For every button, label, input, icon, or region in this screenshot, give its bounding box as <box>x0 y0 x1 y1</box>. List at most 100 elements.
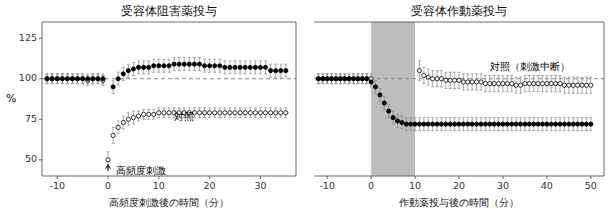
error-bar <box>550 118 553 131</box>
x-tick <box>590 176 591 179</box>
error-bar <box>581 77 584 93</box>
point <box>474 80 478 84</box>
error-bar <box>203 59 206 72</box>
markers <box>45 77 288 162</box>
point <box>338 77 342 81</box>
error-bar <box>117 121 120 134</box>
point <box>536 82 540 86</box>
error-bar <box>589 118 592 131</box>
point <box>417 69 421 73</box>
point <box>248 111 252 115</box>
point <box>121 120 125 124</box>
point <box>172 62 176 66</box>
point <box>126 69 130 73</box>
point <box>321 77 325 81</box>
point <box>157 111 161 115</box>
right-spine <box>296 22 297 176</box>
error-bars <box>317 74 592 131</box>
error-bar <box>339 74 342 84</box>
point <box>536 122 540 126</box>
point <box>356 77 360 81</box>
point <box>558 122 562 126</box>
error-bar <box>497 75 500 91</box>
point <box>540 122 544 126</box>
error-bar <box>343 74 346 84</box>
error-bar <box>348 74 351 84</box>
error-bar <box>581 118 584 131</box>
error-bar <box>127 113 130 126</box>
point <box>233 111 237 115</box>
error-bar <box>449 118 452 131</box>
error-bar <box>279 108 282 118</box>
x-tick <box>415 176 416 179</box>
point <box>505 122 509 126</box>
point <box>197 62 201 66</box>
point <box>422 73 426 77</box>
point <box>580 83 584 87</box>
point <box>116 125 120 129</box>
error-bar <box>488 75 491 91</box>
point <box>218 64 222 68</box>
point <box>121 72 125 76</box>
point <box>532 122 536 126</box>
point <box>479 80 483 84</box>
error-bar <box>537 118 540 131</box>
error-bar <box>330 74 333 84</box>
point <box>347 77 351 81</box>
error-bar <box>585 77 588 93</box>
point <box>514 83 518 87</box>
error-bar <box>532 75 535 91</box>
error-bar <box>515 77 518 93</box>
x-tick <box>546 176 547 179</box>
point <box>382 101 386 105</box>
point <box>253 65 257 69</box>
y-tick <box>39 159 42 160</box>
point <box>470 80 474 84</box>
error-bar <box>168 108 171 118</box>
point <box>182 62 186 66</box>
point <box>243 111 247 115</box>
point <box>426 122 430 126</box>
point <box>488 122 492 126</box>
error-bar <box>392 111 395 124</box>
point <box>373 85 377 89</box>
point <box>131 116 135 120</box>
point <box>343 77 347 81</box>
error-bar <box>326 74 329 84</box>
point <box>387 109 391 113</box>
point <box>263 65 267 69</box>
point <box>91 77 95 81</box>
error-bar <box>563 77 566 93</box>
error-bar <box>326 74 329 84</box>
y-tick <box>39 78 42 79</box>
point <box>213 111 217 115</box>
title: 受容体作動薬投与 <box>411 4 507 18</box>
point <box>431 122 435 126</box>
point <box>274 111 278 115</box>
point <box>334 77 338 81</box>
error-bar <box>228 108 231 118</box>
error-bar <box>567 118 570 131</box>
y-tick-label: 50 <box>25 153 37 164</box>
point <box>50 77 54 81</box>
y-tick <box>39 119 42 120</box>
error-bar <box>436 71 439 87</box>
error-bar <box>475 118 478 131</box>
point <box>483 82 487 86</box>
x-tick <box>459 176 460 179</box>
x-tick-label: 0 <box>105 180 111 191</box>
error-bar <box>274 108 277 118</box>
error-bar <box>321 74 324 84</box>
point <box>269 111 273 115</box>
point <box>50 77 54 81</box>
error-bar <box>157 108 160 118</box>
error-bar <box>208 59 211 72</box>
point <box>60 77 64 81</box>
point <box>360 77 364 81</box>
error-bar <box>81 74 84 84</box>
right-spine <box>604 22 605 176</box>
error-bar <box>51 74 54 84</box>
point <box>325 77 329 81</box>
point <box>70 77 74 81</box>
y-axis-label: % <box>6 92 16 105</box>
